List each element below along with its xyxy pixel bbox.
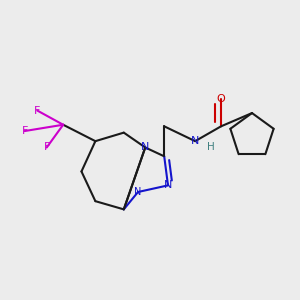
Text: F: F xyxy=(44,142,50,152)
Text: N: N xyxy=(134,187,142,197)
Text: N: N xyxy=(164,180,172,190)
Text: F: F xyxy=(34,106,41,116)
Text: O: O xyxy=(217,94,225,104)
Text: N: N xyxy=(141,142,149,152)
Text: H: H xyxy=(207,142,214,152)
Text: N: N xyxy=(191,136,199,146)
Text: F: F xyxy=(21,126,28,136)
